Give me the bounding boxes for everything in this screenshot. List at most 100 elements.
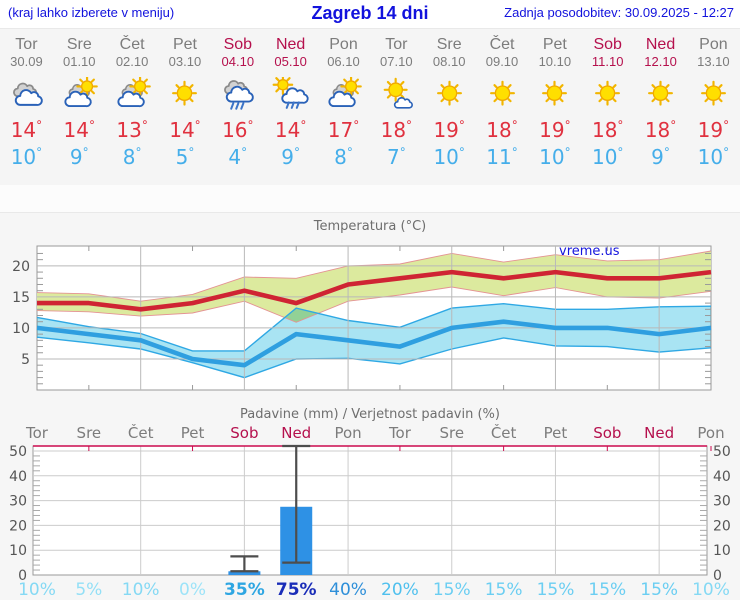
rain-day-label: Sre: [439, 424, 464, 442]
sunny-icon: [166, 74, 203, 114]
min-temp: 10°: [697, 145, 730, 169]
precip-probability: 40%: [329, 580, 367, 600]
svg-text:20: 20: [12, 259, 30, 275]
precip-probability: 15%: [485, 580, 523, 600]
svg-text:0: 0: [18, 568, 27, 584]
precip-probability: 15%: [640, 580, 678, 600]
last-updated: Zadnja posodobitev: 30.09.2025 - 12:27: [504, 5, 734, 20]
day-name: Sre: [436, 36, 462, 53]
partly-cloudy-icon: [114, 74, 151, 114]
temperature-chart-title: Temperatura (°C): [313, 219, 427, 234]
min-temp: 8°: [122, 145, 142, 169]
day-name: Tor: [385, 36, 408, 53]
temperature-chart: 5 10 15 20 vreme.us: [12, 244, 712, 391]
sunny-icon: [431, 74, 468, 114]
min-temp: 10°: [591, 145, 624, 169]
precip-probability: 15%: [537, 580, 575, 600]
max-temp: 19°: [539, 118, 571, 142]
partly-cloudy-icon: [325, 74, 362, 114]
day-date: 11.10: [591, 54, 624, 69]
sunny-icon: [536, 74, 573, 114]
svg-text:10: 10: [12, 321, 30, 337]
forecast-day-column: Sob 11.10 18° 10°: [581, 36, 634, 185]
rain-day-label: Ned: [644, 424, 674, 442]
max-temp: 14°: [169, 118, 201, 142]
precipitation-bar: [228, 571, 261, 575]
precipitation-chart: Tor Sre Čet Pet Sob Ned Pon Tor Sre Čet Pet Sob Ned P…: [9, 424, 731, 600]
header: (kraj lahko izberete v meniju) Zagreb 14…: [0, 0, 740, 28]
rain-day-label: Čet: [491, 424, 517, 442]
day-date: 10.10: [538, 54, 572, 69]
forecast-day-column: Pon 13.10 19° 10°: [687, 36, 740, 185]
forecast-strip: Tor 30.09 14° 10° Sre 01.10 14° 9° Čet 02.10 13° 8°…: [0, 28, 740, 185]
precip-probability: 0%: [179, 580, 206, 600]
max-temp: 18°: [591, 118, 624, 142]
forecast-day-column: Sre 08.10 19° 10°: [423, 36, 476, 185]
day-name: Pet: [172, 36, 197, 53]
day-name: Tor: [15, 36, 38, 53]
day-name: Sre: [66, 36, 92, 53]
day-name: Pon: [329, 36, 358, 53]
sunny-icon: [589, 74, 626, 114]
forecast-day-column: Čet 02.10 13° 8°: [106, 36, 159, 185]
day-name: Ned: [645, 36, 676, 53]
precip-probability: 10%: [18, 580, 56, 600]
min-temp-line: [36, 319, 712, 368]
max-temp: 18°: [644, 118, 677, 142]
day-date: 03.10: [168, 54, 202, 69]
svg-text:50: 50: [9, 444, 27, 460]
precip-probability: 15%: [433, 580, 471, 600]
cloudy-icon: [8, 74, 45, 114]
forecast-day-column: Tor 07.10 18° 7°: [370, 36, 423, 185]
rain-day-label: Ned: [281, 424, 311, 442]
rain-day-label: Pon: [334, 424, 361, 442]
svg-text:40: 40: [713, 469, 731, 485]
rain-day-label: Tor: [388, 424, 412, 442]
max-temp: 18°: [486, 118, 518, 142]
sunny-icon: [484, 74, 521, 114]
min-temp: 10°: [433, 145, 465, 169]
svg-text:0: 0: [713, 568, 722, 584]
vreme-us-watermark[interactable]: vreme.us: [559, 244, 620, 259]
min-temp: 9°: [651, 145, 670, 169]
precipitation-chart-title: Padavine (mm) / Verjetnost padavin (%): [240, 407, 500, 422]
rain-day-label: Pet: [181, 424, 205, 442]
min-temp: 10°: [539, 145, 571, 169]
svg-text:30: 30: [713, 494, 731, 510]
day-name: Čet: [489, 36, 515, 53]
rain-day-label: Sob: [230, 424, 258, 442]
forecast-day-column: Pon 06.10 17° 8°: [317, 36, 370, 185]
rain-day-label: Pet: [544, 424, 568, 442]
day-date: 09.10: [485, 54, 519, 69]
forecast-day-column: Pet 03.10 14° 5°: [159, 36, 212, 185]
day-name: Čet: [119, 36, 145, 53]
max-temp: 13°: [116, 118, 148, 142]
max-temp: 18°: [380, 118, 413, 142]
svg-text:20: 20: [9, 518, 27, 534]
day-date: 04.10: [221, 54, 255, 69]
charts-section: Temperatura (°C) 5 10 15 20 vreme.us Padavin…: [0, 212, 740, 600]
sunny-icon: [695, 74, 732, 114]
precip-probability: 35%: [224, 580, 265, 600]
forecast-day-column: Pet 10.10 19° 10°: [528, 36, 581, 185]
precip-probability: 5%: [75, 580, 102, 600]
max-temp: 19°: [697, 118, 730, 142]
min-temp: 9°: [69, 145, 89, 169]
rain-day-label: Čet: [128, 424, 154, 442]
day-date: 30.09: [10, 54, 43, 69]
svg-text:50: 50: [713, 444, 731, 460]
min-temp: 11°: [486, 145, 518, 169]
sunny-icon: [642, 74, 679, 114]
rain-icon: [219, 74, 256, 114]
forecast-day-column: Ned 05.10 14° 9°: [264, 36, 317, 185]
precip-probability: 10%: [692, 580, 730, 600]
day-date: 05.10: [274, 54, 307, 69]
max-temp: 17°: [327, 118, 360, 142]
forecast-day-column: Tor 30.09 14° 10°: [0, 36, 53, 185]
rain-day-label: Tor: [25, 424, 49, 442]
svg-text:40: 40: [9, 469, 27, 485]
section-gap: [0, 185, 740, 212]
max-temp: 14°: [274, 118, 307, 142]
mostly-sunny-icon: [378, 74, 415, 114]
svg-text:20: 20: [713, 518, 731, 534]
